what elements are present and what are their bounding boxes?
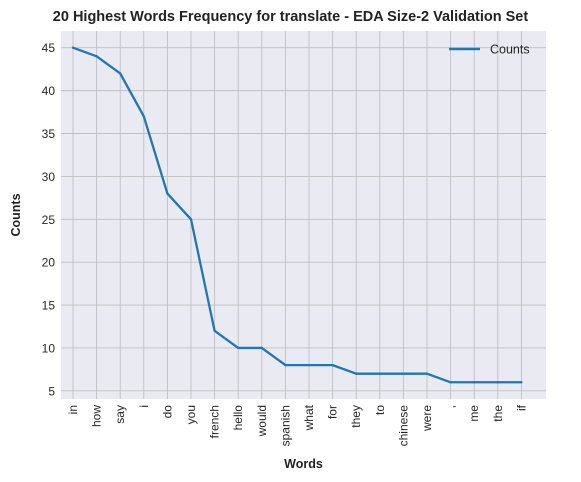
y-tick-label: 40 (42, 84, 56, 98)
x-tick-label: to (373, 405, 387, 415)
data-point (449, 381, 452, 384)
data-point (71, 46, 75, 49)
x-tick-label: me (467, 405, 481, 422)
data-point (425, 372, 429, 375)
x-tick-label: say (113, 405, 127, 424)
y-tick-label: 25 (42, 213, 56, 227)
x-tick-labels: in how say i do you french hello would spanish wha… (66, 404, 528, 446)
x-tick-label: hello (231, 405, 245, 431)
x-gridlines (72, 31, 522, 399)
y-tick-label: 35 (42, 127, 56, 141)
data-point (284, 363, 287, 367)
x-axis-label: Words (284, 457, 323, 471)
x-tick-label: do (160, 405, 174, 419)
y-tick-label: 5 (48, 384, 55, 398)
x-tick-label: you (184, 405, 198, 424)
y-tick-label: 30 (42, 170, 56, 184)
data-point (496, 381, 499, 384)
y-tick-label: 20 (42, 256, 56, 270)
y-gridlines (61, 47, 546, 392)
x-tick-label: , (444, 405, 458, 408)
data-point (355, 372, 358, 375)
plot-area (61, 31, 546, 399)
data-point (331, 363, 334, 367)
x-tick-label: spanish (278, 405, 292, 446)
data-point (520, 381, 523, 384)
legend-label-counts: Counts (490, 43, 530, 57)
data-point (307, 363, 311, 367)
y-axis-label: Counts (9, 193, 23, 236)
data-point (378, 372, 381, 375)
x-tick-label: the (491, 405, 505, 422)
x-tick-label: if (514, 404, 528, 411)
x-tick-label: were (420, 405, 434, 432)
y-tick-label: 45 (42, 41, 56, 55)
x-tick-label: they (349, 405, 363, 428)
x-tick-label: chinese (396, 405, 410, 447)
y-tick-labels: 5 10 15 20 25 30 35 40 45 (42, 41, 56, 398)
data-point (237, 346, 240, 350)
data-point (142, 115, 145, 118)
data-point (189, 218, 193, 221)
x-tick-label: would (255, 405, 269, 437)
x-tick-label: i (137, 405, 151, 408)
x-tick-label: for (326, 405, 340, 419)
data-point (119, 72, 122, 75)
series-layer (71, 46, 523, 384)
data-point (402, 372, 405, 375)
x-tick-label: how (90, 405, 104, 427)
data-point (473, 381, 476, 384)
x-tick-label: what (302, 404, 316, 431)
data-point (260, 346, 263, 350)
chart-title: 20 Highest Words Frequency for translate… (53, 9, 529, 25)
y-tick-label: 10 (42, 341, 56, 355)
series-line-counts (72, 46, 522, 384)
x-tick-label: french (208, 405, 222, 438)
data-point (213, 329, 216, 333)
data-point (95, 55, 98, 58)
x-tick-label: in (66, 405, 80, 414)
y-tick-label: 15 (42, 299, 56, 313)
data-point (166, 192, 169, 195)
legend: Counts (449, 43, 530, 57)
